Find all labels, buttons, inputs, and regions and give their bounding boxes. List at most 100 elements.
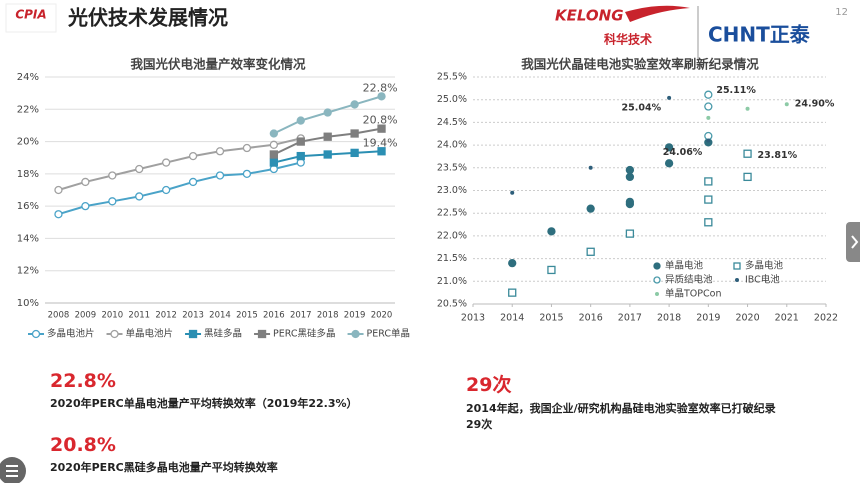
legend-label: 单晶电池 [665, 260, 704, 272]
legend-marker [655, 292, 659, 296]
highlight-caption: 2020年PERC黑硅多晶电池量产平均转换效率 [50, 461, 278, 474]
marker [296, 116, 305, 125]
logo-right: CHNT正泰 [708, 23, 811, 47]
marker [745, 106, 750, 111]
marker [625, 229, 635, 238]
marker [664, 143, 674, 152]
annotation: 24.90% [795, 99, 835, 110]
x-tick-label: 2018 [657, 313, 681, 324]
marker [269, 158, 278, 167]
x-tick-label: 2009 [75, 311, 97, 321]
marker [664, 159, 674, 168]
x-tick-label: 2010 [101, 311, 123, 321]
y-tick-label: 22% [17, 104, 39, 115]
highlight-caption: 2014年起，我国企业/研究机构晶硅电池实验室效率已打破纪录29次 [466, 402, 776, 431]
marker [508, 288, 517, 297]
marker [588, 165, 593, 170]
y-tick-label: 18% [17, 169, 39, 180]
y-tick-label: 24.0% [437, 140, 467, 151]
marker [188, 177, 198, 187]
marker [704, 102, 713, 111]
marker [625, 172, 635, 182]
x-tick-label: 2020 [735, 313, 759, 324]
menu-icon [6, 465, 18, 477]
logo-mid-sub: 科华技术 [604, 32, 652, 47]
marker [54, 185, 63, 195]
marker [323, 108, 332, 117]
marker [704, 218, 713, 227]
marker [296, 137, 305, 146]
y-tick-label: 12% [17, 266, 39, 277]
legend-marker [188, 329, 198, 339]
page-number: 12 [835, 7, 848, 18]
legend-marker [735, 278, 739, 282]
x-tick-label: 2014 [500, 313, 524, 324]
x-tick-label: 2008 [48, 311, 70, 321]
marker [323, 150, 332, 159]
x-tick-label: 2016 [579, 313, 603, 324]
annotation: 19.4% [363, 136, 398, 149]
annotation: 24.06% [663, 147, 703, 158]
marker [242, 143, 252, 153]
y-tick-label: 24% [17, 72, 39, 83]
marker [162, 158, 171, 167]
marker [350, 100, 359, 109]
marker [625, 165, 635, 175]
y-tick-label: 16% [17, 201, 39, 212]
highlight: 22.8% 2020年PERC单晶电池量产平均转换效率（2019年22.3%） [50, 370, 380, 412]
marker [54, 210, 63, 219]
y-tick-label: 25.0% [437, 94, 467, 105]
x-tick-label: 2019 [344, 311, 366, 321]
logo-box [5, 3, 57, 33]
marker [508, 258, 517, 268]
logo-swoosh [625, 5, 690, 22]
y-tick-label: 10% [17, 298, 39, 309]
annotation: 23.81% [758, 150, 798, 161]
marker [586, 204, 595, 213]
x-tick-label: 2015 [236, 311, 258, 321]
marker [135, 164, 144, 174]
x-tick-label: 2015 [539, 313, 563, 324]
legend-label: PERC黑硅多晶 [273, 328, 336, 340]
marker [704, 195, 713, 204]
marker [108, 171, 117, 180]
marker [377, 124, 386, 133]
y-tick-label: 22.5% [437, 208, 467, 219]
series-line [58, 161, 302, 216]
y-tick-label: 20% [17, 137, 39, 148]
marker [108, 197, 117, 206]
marker [269, 150, 278, 159]
marker [704, 90, 713, 99]
chart-title: 我国光伏晶硅电池实验室效率刷新纪录情况 [521, 57, 759, 72]
legend-marker [31, 329, 41, 339]
legend-label: 多晶电池片 [47, 328, 95, 340]
highlight: 29次 2014年起，我国企业/研究机构晶硅电池实验室效率已打破纪录29次 [466, 370, 786, 433]
marker [188, 151, 198, 161]
x-tick-label: 2017 [290, 311, 312, 321]
marker [81, 177, 90, 187]
legend-marker [351, 329, 360, 339]
y-tick-label: 24.5% [437, 117, 467, 128]
legend-marker [653, 276, 661, 284]
marker [547, 227, 556, 236]
marker [706, 115, 711, 120]
next-tab[interactable] [846, 222, 860, 262]
y-tick-label: 23.0% [437, 185, 467, 196]
legend-label: 单晶电池片 [126, 328, 174, 340]
y-tick-label: 25.5% [437, 72, 467, 83]
annotation: 25.11% [716, 85, 756, 96]
marker [269, 129, 278, 138]
legend-label: IBC电池 [745, 274, 780, 286]
chart-title: 我国光伏电池量产效率变化情况 [130, 57, 306, 72]
marker [510, 190, 515, 195]
highlight-figure: 20.8% [50, 434, 116, 456]
marker [350, 148, 359, 158]
x-tick-label: 2014 [209, 311, 231, 321]
x-tick-label: 2020 [371, 311, 393, 321]
marker [215, 147, 225, 156]
y-tick-label: 21.5% [437, 253, 467, 264]
legend-label: 黑硅多晶 [204, 328, 242, 340]
y-tick-label: 21.0% [437, 276, 467, 287]
